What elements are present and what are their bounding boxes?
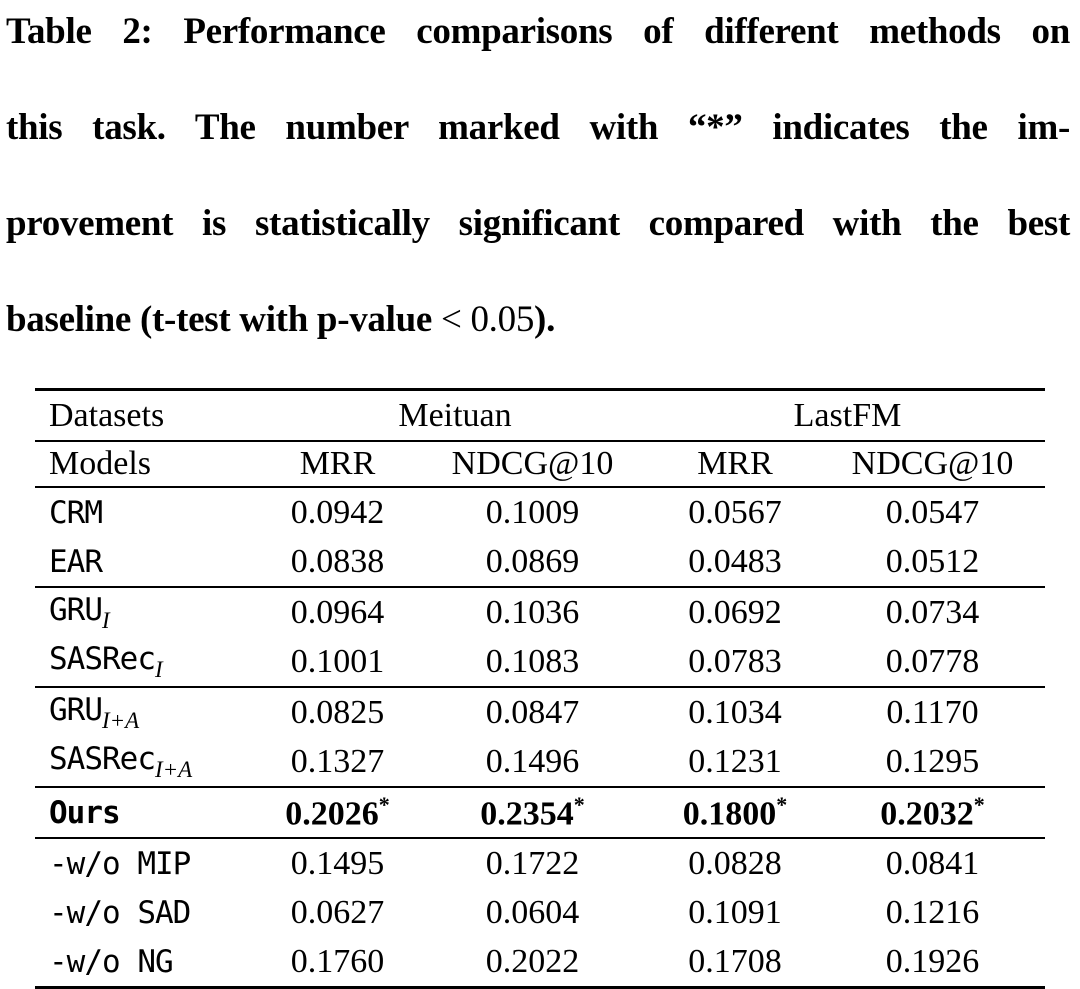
cell-value: 0.1216	[885, 893, 980, 931]
cell-value: 0.1760	[290, 942, 385, 980]
cell-value: 0.0825	[260, 686, 415, 737]
significance-star: *	[573, 791, 585, 817]
significance-star: *	[378, 791, 390, 817]
model-name: GRU	[49, 592, 103, 629]
model-name: -w/o MIP	[49, 845, 191, 882]
cell-value: 0.1009	[485, 493, 580, 531]
header-meituan-mrr: MRR	[260, 441, 415, 488]
table-row-gru-i: GRUI 0.0964 0.1036 0.0692 0.0734	[35, 586, 1045, 637]
cell-value: 0.0627	[290, 893, 385, 931]
cell-value: 0.0547	[885, 493, 980, 531]
cell-value: 0.1496	[485, 742, 580, 780]
cell-value: 0.1327	[290, 742, 385, 780]
cell-value: 0.1091	[688, 893, 782, 931]
cell-value: 0.0964	[260, 586, 415, 637]
table-row-gru-ia: GRUI+A 0.0825 0.0847 0.1034 0.1170	[35, 686, 1045, 737]
table-caption: Table 2: Performance comparisons of diff…	[0, 0, 1080, 344]
cell-value: 0.1295	[885, 742, 980, 780]
cell-value: 0.0734	[820, 586, 1045, 637]
cell-value: 0.0828	[650, 837, 820, 888]
table-header-groups: Datasets Meituan LastFM	[35, 389, 1045, 442]
cell-value: 0.0692	[650, 586, 820, 637]
model-name: SASRec	[49, 641, 156, 678]
cell-value: 0.0838	[290, 542, 385, 580]
cell-value: 0.1231	[688, 742, 782, 780]
table-row-sasrec-ia: SASRecI+A 0.1327 0.1496 0.1231 0.1295	[35, 737, 1045, 787]
cell-value: 0.2032	[880, 795, 974, 833]
cell-value: 0.1495	[260, 837, 415, 888]
model-name: -w/o NG	[49, 943, 174, 980]
cell-value: 0.0783	[688, 642, 782, 680]
results-table: Datasets Meituan LastFM Models MRR NDCG@…	[35, 388, 1045, 989]
caption-line-4-text: baseline (t-test with p-value	[6, 299, 441, 340]
cell-value: 0.1708	[688, 942, 782, 980]
model-name: SASRec	[49, 741, 156, 778]
table-header-columns: Models MRR NDCG@10 MRR NDCG@10	[35, 441, 1045, 488]
cell-value: 0.2022	[485, 942, 580, 980]
cell-value: 0.0567	[688, 493, 782, 531]
header-lastfm-mrr: MRR	[650, 441, 820, 488]
cell-value: 0.0483	[688, 542, 782, 580]
cell-value: 0.1083	[485, 642, 580, 680]
cell-value: 0.0778	[885, 642, 980, 680]
cell-value: 0.0942	[290, 493, 385, 531]
cell-value: 0.2354	[480, 795, 574, 833]
table-row-ours: Ours 0.2026* 0.2354* 0.1800* 0.2032*	[35, 786, 1045, 838]
cell-value: 0.0841	[820, 837, 1045, 888]
header-group-meituan: Meituan	[260, 389, 650, 442]
caption-line-4: baseline (t-test with p-value < 0.05).	[6, 296, 1070, 344]
cell-value: 0.1036	[415, 586, 650, 637]
significance-star: *	[776, 791, 788, 817]
significance-star: *	[973, 791, 985, 817]
cell-value: 0.0512	[885, 542, 980, 580]
header-datasets: Datasets	[35, 389, 260, 442]
model-name: Ours	[49, 794, 121, 831]
header-models: Models	[35, 441, 260, 488]
cell-value: 0.2026	[285, 795, 379, 833]
table-row-crm: CRM 0.0942 0.1009 0.0567 0.0547	[35, 487, 1045, 537]
cell-value: 0.1034	[650, 686, 820, 737]
table-row-wo-mip: -w/o MIP 0.1495 0.1722 0.0828 0.0841	[35, 837, 1045, 888]
cell-value: 0.0847	[415, 686, 650, 737]
table-row-sasrec-i: SASRecI 0.1001 0.1083 0.0783 0.0778	[35, 637, 1045, 687]
header-lastfm-ndcg10: NDCG@10	[820, 441, 1045, 488]
table-row-ear: EAR 0.0838 0.0869 0.0483 0.0512	[35, 537, 1045, 587]
cell-value: 0.1800	[682, 795, 777, 833]
table-row-wo-ng: -w/o NG 0.1760 0.2022 0.1708 0.1926	[35, 937, 1045, 988]
cell-value: 0.1170	[820, 686, 1045, 737]
caption-line-2: this task. The number marked with “*” in…	[6, 107, 1070, 148]
caption-line-4-end: ).	[534, 299, 556, 340]
model-subscript: I+A	[154, 756, 193, 782]
model-name: CRM	[49, 494, 103, 531]
cell-value: 0.1722	[415, 837, 650, 888]
model-name: EAR	[49, 543, 103, 580]
cell-value: 0.1001	[290, 642, 385, 680]
model-name: GRU	[49, 692, 103, 729]
caption-pvalue: < 0.05	[440, 299, 535, 340]
caption-line-1: Table 2: Performance comparisons of diff…	[6, 11, 1070, 52]
model-subscript: I	[154, 656, 163, 682]
cell-value: 0.1926	[885, 942, 980, 980]
cell-value: 0.0604	[485, 893, 580, 931]
caption-line-3: provement is statistically significant c…	[6, 203, 1070, 244]
header-meituan-ndcg10: NDCG@10	[415, 441, 650, 488]
model-subscript: I	[102, 607, 110, 633]
cell-value: 0.0869	[485, 542, 580, 580]
model-name: -w/o SAD	[49, 894, 191, 931]
header-group-lastfm: LastFM	[650, 389, 1045, 442]
model-subscript: I+A	[102, 707, 140, 733]
table-row-wo-sad: -w/o SAD 0.0627 0.0604 0.1091 0.1216	[35, 888, 1045, 937]
